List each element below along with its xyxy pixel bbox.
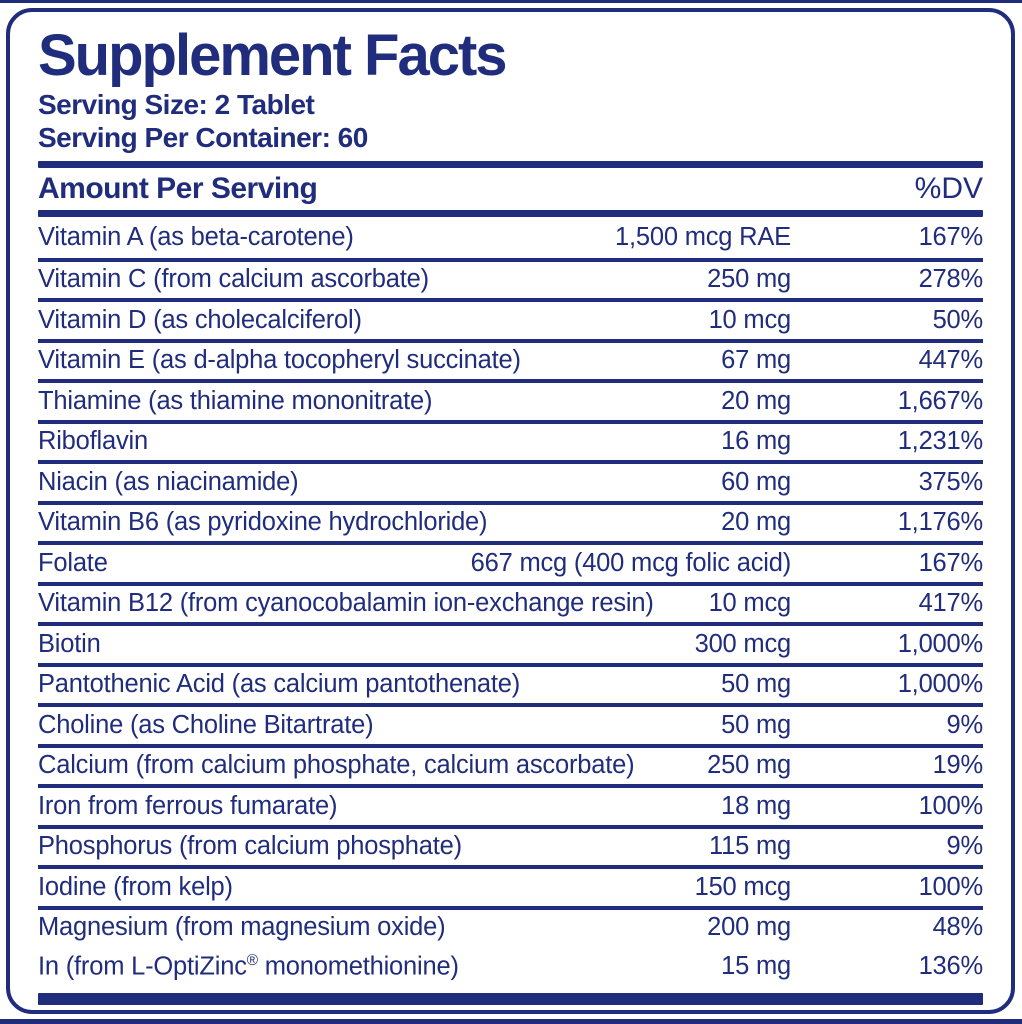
nutrient-amount: 150 mcg [694,872,792,901]
table-row: Riboflavin 16 mg 1,231% [38,419,983,461]
nutrient-name: Niacin (as niacinamide) [38,467,299,496]
nutrient-amount: 20 mg [721,508,791,537]
nutrient-dv: 100% [918,791,984,820]
table-row: Magnesium (from magnesium oxide) 200 mg … [38,905,984,947]
nutrient-name: Magnesium (from magnesium oxide) [38,913,446,942]
table-row: Phosphorus (from calcium phosphate) 115 … [38,824,984,866]
nutrient-dv: 167% [918,222,984,251]
nutrient-amount: 67 mg [721,346,791,375]
divider-thick-header [38,210,983,217]
nutrient-amount: 10 mcg [708,305,792,334]
nutrient-dv: 50% [932,305,984,334]
supplement-facts-panel: Supplement Facts Serving Size: 2 Tablet … [6,8,1015,1014]
nutrient-name: Choline (as Choline Bitartrate) [38,710,374,739]
table-row: Iodine (from kelp) 150 mcg 100% [38,865,983,906]
nutrient-name: Vitamin B6 (as pyridoxine hydrochloride) [38,508,488,537]
amount-per-serving-label: Amount Per Serving [38,172,318,205]
nutrient-name: Vitamin A (as beta-carotene) [38,222,354,251]
table-header: Amount Per Serving %DV [38,168,983,210]
bottom-edge-strip [0,1019,1022,1024]
nutrient-amount: 300 mcg [694,629,792,658]
nutrient-dv: 1,000% [897,629,983,658]
nutrient-name: Vitamin E (as d-alpha tocopheryl succina… [38,346,521,375]
nutrient-name: Riboflavin [38,427,148,456]
table-row: Vitamin B12 (from cyanocobalamin ion-exc… [38,581,984,623]
nutrient-name: Vitamin D (as cholecalciferol) [38,305,362,334]
nutrient-dv: 375% [918,467,984,496]
nutrient-dv: 278% [918,265,984,294]
nutrient-amount: 250 mg [707,751,791,780]
table-row: Vitamin A (as beta-carotene) 1,500 mcg R… [38,217,983,258]
nutrient-name: Pantothenic Acid (as calcium pantothenat… [38,670,521,699]
nutrient-amount: 200 mg [707,913,791,942]
table-row: Pantothenic Acid (as calcium pantothenat… [38,662,983,704]
nutrient-dv: 136% [918,951,984,980]
bottom-bar [38,992,983,1005]
nutrient-name: Phosphorus (from calcium phosphate) [38,832,462,861]
nutrient-amount: 50 mg [721,710,791,739]
nutrient-amount: 20 mg [721,386,791,415]
table-row: Niacin (as niacinamide) 60 mg 375% [38,460,983,501]
nutrient-amount: 115 mg [709,832,791,861]
nutrient-dv: 1,176% [897,508,983,537]
table-row: Iron from ferrous fumarate) 18 mg 100% [38,784,983,825]
table-row: Biotin 300 mcg 1,000% [38,622,983,663]
nutrient-name: Calcium (from calcium phosphate, calcium… [38,751,635,780]
top-edge-strip [0,0,1022,3]
nutrient-dv: 1,667% [897,386,983,415]
nutrient-dv: 9% [946,710,984,739]
serving-size: Serving Size: 2 Tablet [38,89,315,120]
nutrient-amount: 15 mg [721,951,791,980]
table-row: In (from L-OptiZinc® monomethionine) 15 … [38,946,983,987]
nutrient-dv: 447% [918,346,984,375]
nutrient-name: Vitamin C (from calcium ascorbate) [38,265,429,294]
nutrient-name: Iodine (from kelp) [38,872,233,901]
nutrient-amount: 10 mcg [708,589,792,618]
table-row: Vitamin E (as d-alpha tocopheryl succina… [38,338,984,380]
nutrient-amount: 250 mg [707,265,791,294]
nutrient-dv: 48% [932,913,984,942]
nutrient-amount: 18 mg [721,791,791,820]
nutrient-name: Biotin [38,629,101,658]
dv-column-label: %DV [914,172,983,205]
table-row: Thiamine (as thiamine mononitrate) 20 mg… [38,379,983,420]
nutrient-name: Iron from ferrous fumarate) [38,791,338,820]
panel-title: Supplement Facts [38,23,508,88]
nutrient-amount: 1,500 mcg RAE [615,222,791,251]
nutrient-dv: 19% [932,751,984,780]
nutrient-amount: 50 mg [721,670,791,699]
nutrient-dv: 100% [918,872,984,901]
table-row: Vitamin B6 (as pyridoxine hydrochloride)… [38,500,983,542]
nutrient-amount: 667 mcg (400 mcg folic acid) [470,548,792,577]
nutrient-dv: 167% [918,548,984,577]
table-row: Choline (as Choline Bitartrate) 50 mg 9% [38,703,983,744]
table-row: Calcium (from calcium phosphate, calcium… [38,743,984,785]
nutrient-dv: 1,000% [897,670,983,699]
nutrient-amount: 16 mg [721,427,791,456]
nutrient-amount: 60 mg [721,467,791,496]
divider-thick-top [38,161,983,168]
nutrient-name: Thiamine (as thiamine mononitrate) [38,386,433,415]
nutrient-dv: 9% [946,832,984,861]
nutrient-table: Vitamin A (as beta-carotene) 1,500 mcg R… [38,217,983,987]
nutrient-dv: 417% [918,589,984,618]
table-row: Vitamin D (as cholecalciferol) 10 mcg 50… [38,298,983,339]
nutrient-dv: 1,231% [897,427,983,456]
nutrient-name: Folate [38,548,108,577]
table-row: Folate 667 mcg (400 mcg folic acid) 167% [38,541,983,582]
servings-per-container: Serving Per Container: 60 [38,122,368,153]
nutrient-name: Vitamin B12 (from cyanocobalamin ion-exc… [38,589,654,618]
nutrient-name: In (from L-OptiZinc® monomethionine) [38,951,459,981]
table-row: Vitamin C (from calcium ascorbate) 250 m… [38,257,984,299]
